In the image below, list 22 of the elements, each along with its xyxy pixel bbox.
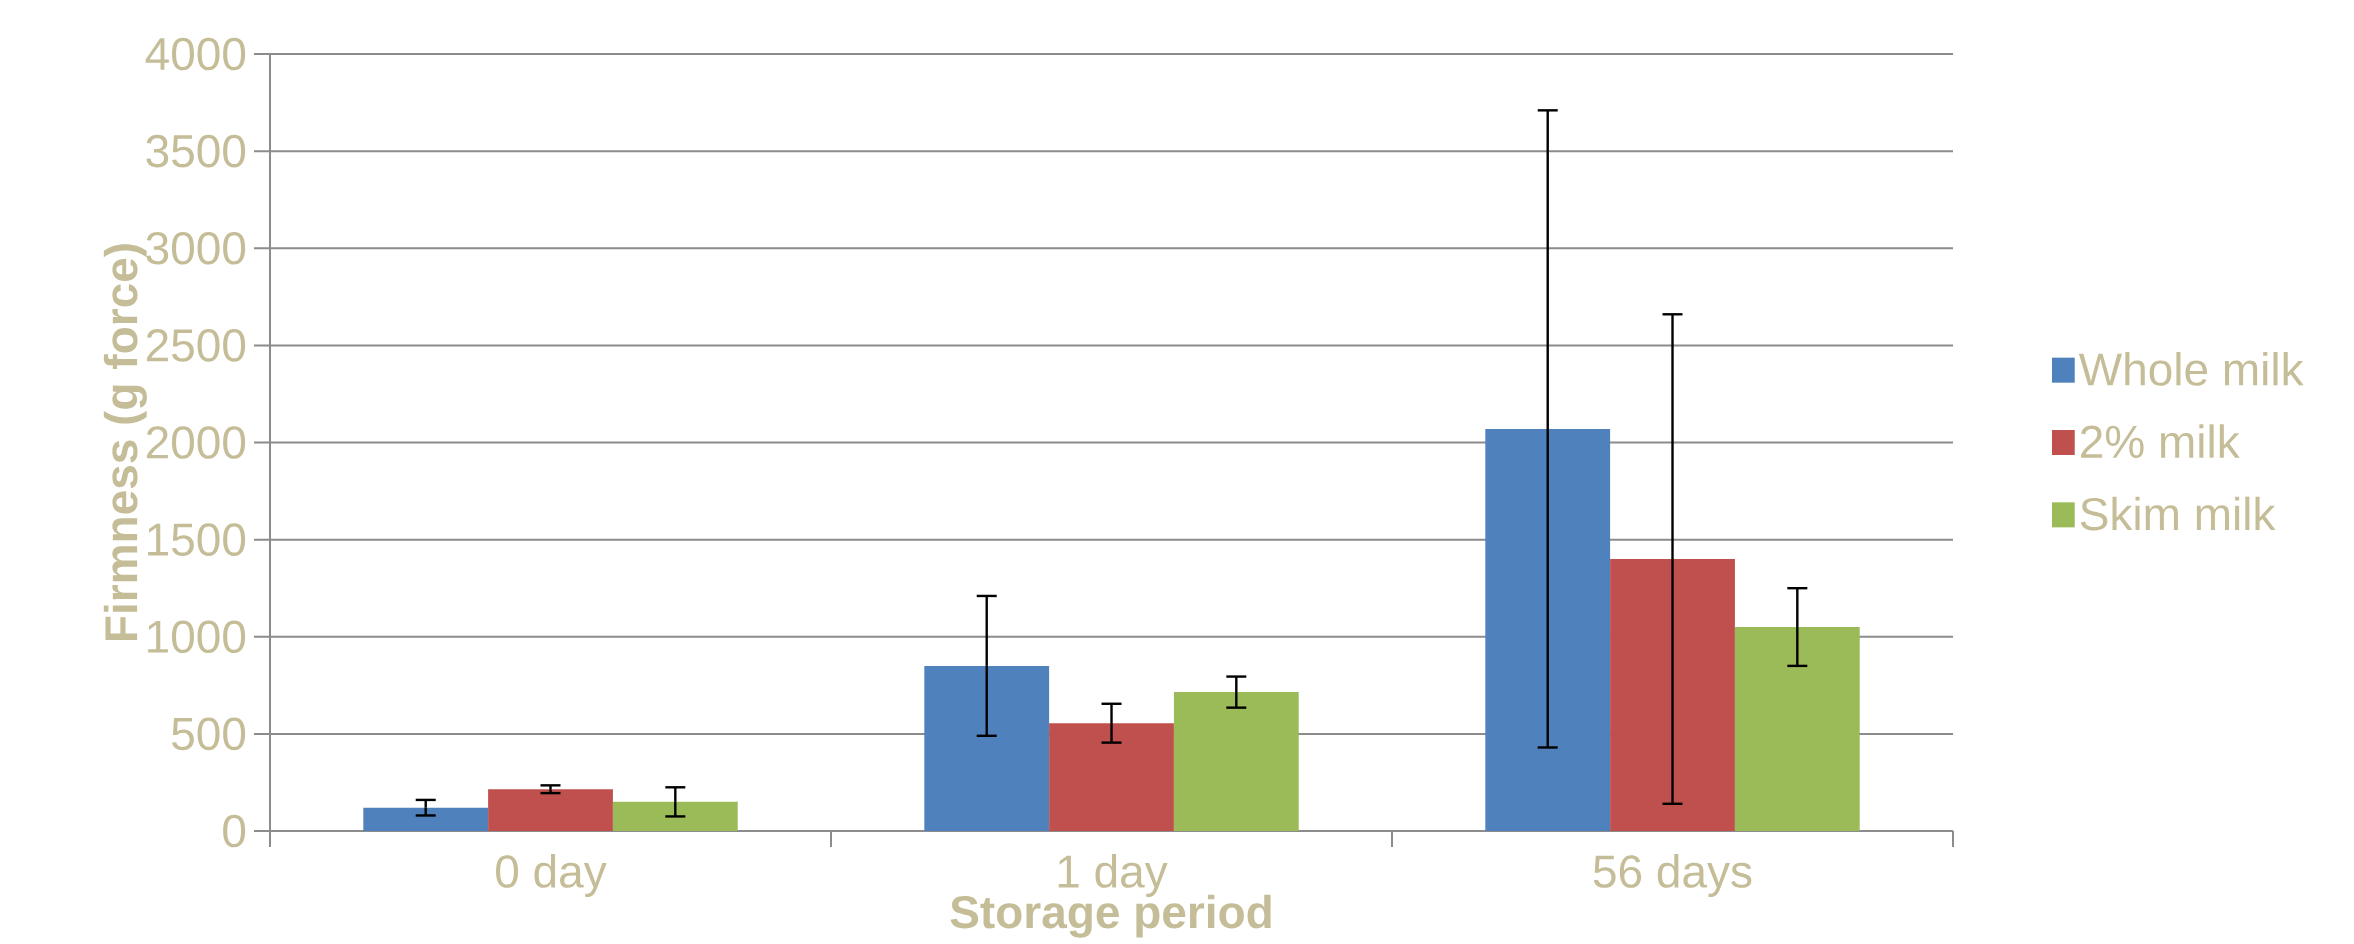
y-tick-label: 2000 [146,426,246,459]
y-tick-label: 0 [223,814,246,848]
bar [1173,691,1299,831]
y-tick-label: 3500 [146,134,246,168]
y-tick-label: 500 [172,717,246,750]
legend-label: Skim milk [2080,496,2276,531]
x-tick-label: 56 days [1593,853,1752,897]
legend-label: 2% milk [2081,424,2240,458]
bar [488,789,613,831]
y-tick-label: 2500 [146,328,246,362]
legend-label: Whole milk [2078,351,2304,386]
y-axis-title: Firmness (g force) [103,244,147,640]
y-tick-label: 1500 [148,523,246,556]
y-tick-label: 1000 [148,620,246,653]
bar [363,807,489,831]
x-tick-label: 0 day [496,853,607,897]
y-tick-label: 3000 [146,231,246,265]
bar [924,665,1050,831]
bar [612,801,738,831]
bar [1049,722,1174,831]
bar [1734,626,1860,831]
y-tick-label: 4000 [145,37,246,71]
